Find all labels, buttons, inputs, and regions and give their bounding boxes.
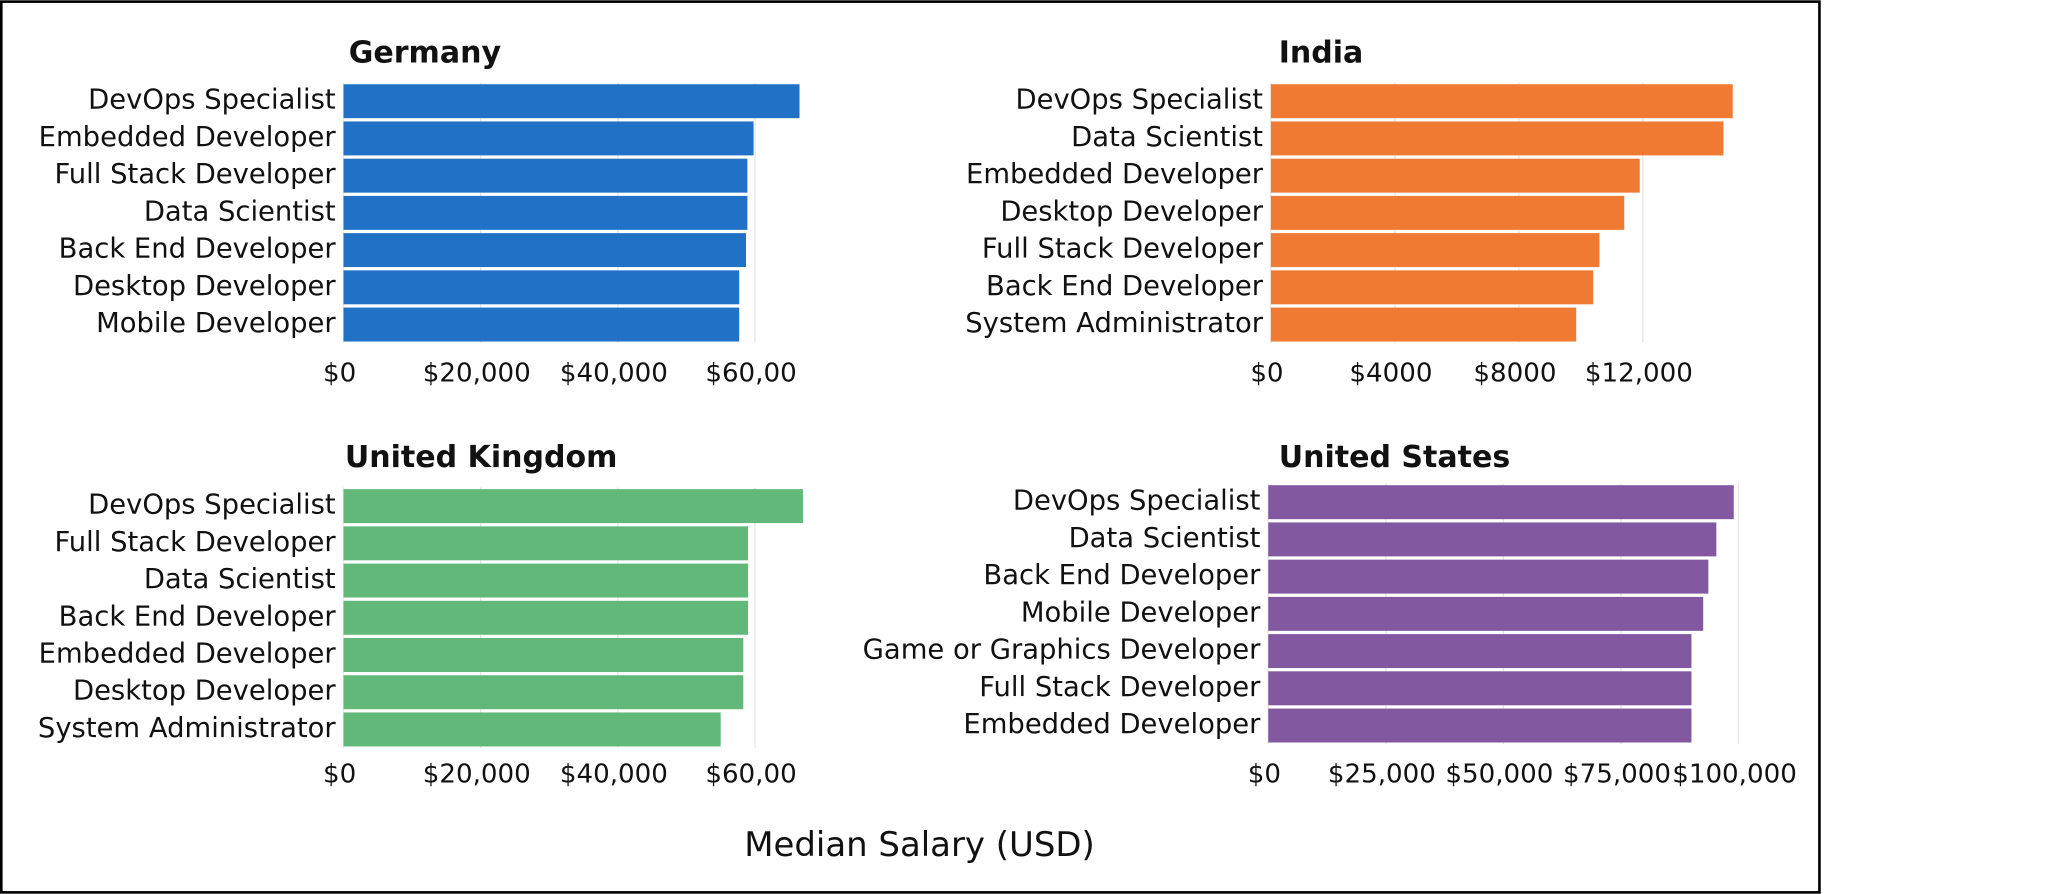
bar [343,158,748,193]
bar [343,270,740,305]
category-label: Data Scientist [144,564,336,595]
x-tick-label: $20,000 [423,358,531,388]
bar [1268,485,1734,520]
bar [343,233,747,268]
category-label: Embedded Developer [966,159,1264,190]
bar [1270,270,1594,305]
bar [1268,671,1692,706]
category-label: Mobile Developer [96,308,336,339]
bar [343,195,748,230]
bar [343,675,744,710]
category-label: Back End Developer [983,560,1261,591]
bar [1270,158,1640,193]
bar [343,307,740,342]
x-tick-label: $40,000 [560,759,668,789]
category-label: Full Stack Developer [982,234,1264,265]
category-label: Game or Graphics Developer [863,635,1261,666]
x-tick-label: $0 [1250,358,1283,388]
panel-title: United States [1279,440,1511,475]
bar [343,638,744,672]
x-tick-label: $20,000 [423,759,531,789]
category-label: Desktop Developer [1000,196,1263,227]
category-label: Back End Developer [59,234,337,265]
bar [343,489,803,524]
category-label: System Administrator [38,713,336,744]
category-label: Data Scientist [1069,523,1261,554]
category-label: Full Stack Developer [55,159,337,190]
frame [0,0,1821,894]
bar [1270,121,1724,156]
category-label: Embedded Developer [963,709,1261,740]
category-label: Desktop Developer [73,271,336,302]
x-tick-label: $0 [323,358,356,388]
category-label: Full Stack Developer [55,527,337,558]
x-tick-label: $0 [323,759,356,789]
x-tick-label: $75,000 [1563,759,1671,789]
x-tick-label: $60,00 [705,759,796,789]
panel-title: United Kingdom [345,440,618,475]
category-label: Back End Developer [986,271,1264,302]
x-tick-label: $4000 [1349,358,1432,388]
bar [343,526,749,561]
category-label: Mobile Developer [1021,597,1261,628]
category-label: DevOps Specialist [1015,85,1263,116]
category-label: Back End Developer [59,601,337,632]
bar [1270,233,1600,268]
bar [343,84,800,119]
bar [1270,84,1733,119]
x-tick-label: $40,000 [560,358,668,388]
bar [1268,634,1692,669]
x-tick-label: $0 [1248,759,1281,789]
x-tick-label: $8000 [1473,358,1556,388]
bar [343,121,754,156]
bar [343,712,721,747]
bar [1270,195,1625,230]
category-label: Embedded Developer [39,122,337,153]
category-label: DevOps Specialist [88,490,336,521]
category-label: Desktop Developer [73,676,336,707]
x-tick-label: $100,000 [1672,759,1797,789]
category-label: Data Scientist [144,196,336,227]
bar [343,563,749,598]
panel-title: India [1279,35,1364,70]
category-label: Embedded Developer [39,638,337,669]
bar [343,600,749,635]
x-tick-label: $12,000 [1585,358,1693,388]
category-label: System Administrator [965,308,1263,339]
category-label: Full Stack Developer [979,672,1261,703]
category-label: Data Scientist [1071,122,1263,153]
x-tick-label: $60,00 [705,358,796,388]
panel-title: Germany [349,35,502,70]
bar [1270,307,1577,342]
category-label: DevOps Specialist [1013,486,1261,517]
x-tick-label: $25,000 [1328,759,1436,789]
bar [1268,522,1717,557]
bar [1268,708,1692,743]
x-axis-label: Median Salary (USD) [744,825,1095,865]
bar [1268,559,1709,594]
x-tick-label: $50,000 [1445,759,1553,789]
bar [1268,596,1704,631]
category-label: DevOps Specialist [88,85,336,116]
